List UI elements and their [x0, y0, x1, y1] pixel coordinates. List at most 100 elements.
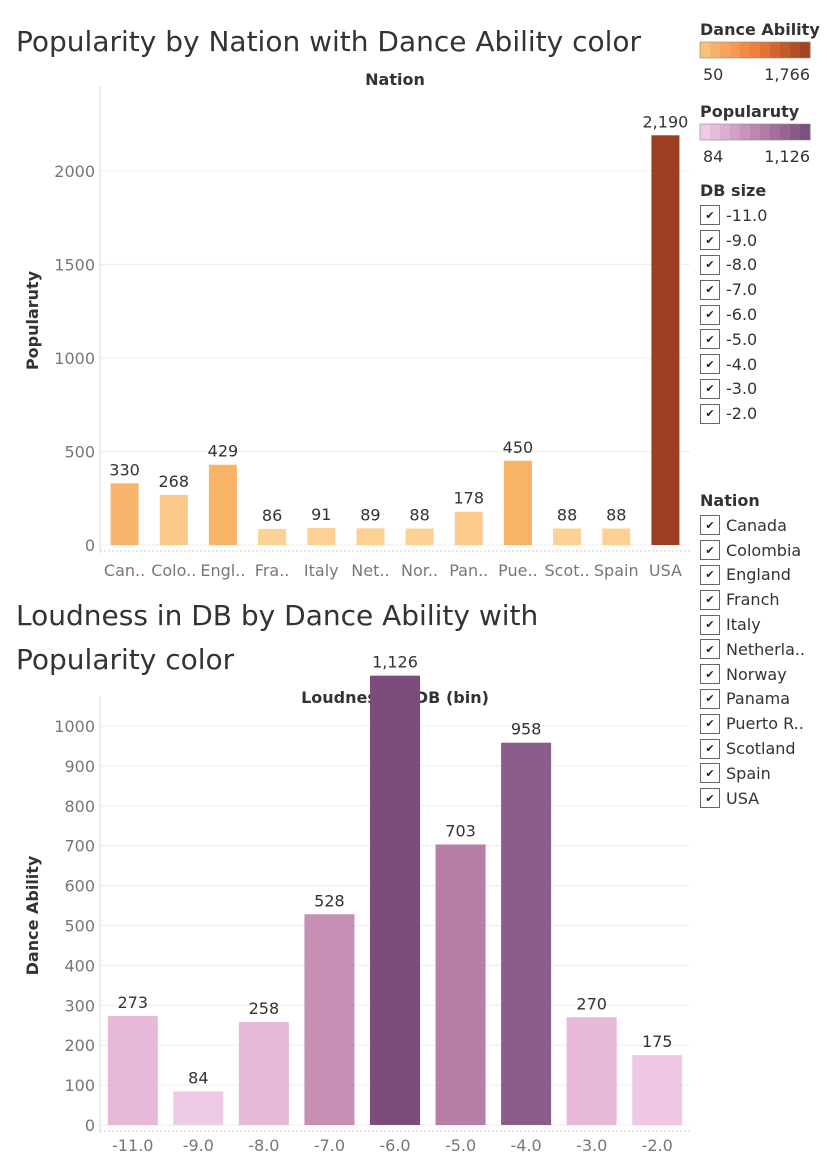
db-size-filter-list: ✔ -11.0 ✔ -9.0 ✔ -8.0 ✔ -7.0 ✔ -6.0 ✔ -5.0 ✔ -4.0 ✔ -3.… — [700, 203, 820, 426]
dance-ability-legend-swatch — [700, 42, 711, 58]
nation-filter-checkbox-icon[interactable]: ✔ — [700, 540, 720, 561]
nation-filter-checkbox-icon[interactable]: ✔ — [700, 688, 720, 709]
chart1-header: Nation — [365, 70, 425, 89]
chart2-bar — [238, 1022, 289, 1125]
chart1-category-label: Engl.. — [200, 561, 245, 580]
db-size-filter-label: -2.0 — [726, 404, 758, 424]
chart1-category-label: USA — [649, 561, 682, 580]
popularity-legend-swatch — [780, 124, 791, 140]
nation-filter-item[interactable]: ✔ Italy — [700, 612, 820, 637]
chart1-bar — [553, 528, 582, 545]
chart2-y-tick-label: 1000 — [54, 717, 95, 736]
chart1-bar — [258, 528, 287, 545]
chart1-data-label: 330 — [109, 460, 140, 479]
nation-filter-item[interactable]: ✔ Panama — [700, 687, 820, 712]
db-size-filter-checkbox-icon[interactable]: ✔ — [700, 254, 720, 275]
chart1-data-label: 268 — [158, 472, 189, 491]
db-size-filter-item[interactable]: ✔ -5.0 — [700, 327, 820, 352]
chart1-bar — [356, 528, 385, 545]
nation-filter-checkbox-icon[interactable]: ✔ — [700, 738, 720, 759]
chart2-data-label: 703 — [445, 821, 476, 840]
chart1-data-label: 2,190 — [643, 112, 689, 131]
chart1-bar — [454, 511, 483, 545]
dance-ability-legend-title: Dance Ability — [700, 20, 820, 39]
db-size-filter-checkbox-icon[interactable]: ✔ — [700, 378, 720, 399]
nation-filter-item[interactable]: ✔ Colombia — [700, 538, 820, 563]
chart1-data-label: 450 — [503, 438, 534, 457]
db-size-filter-item[interactable]: ✔ -9.0 — [700, 228, 820, 253]
db-size-filter-checkbox-icon[interactable]: ✔ — [700, 304, 720, 325]
chart2-title: Loudness in DB by Dance Ability with Pop… — [16, 599, 539, 676]
db-size-filter-checkbox-icon[interactable]: ✔ — [700, 279, 720, 300]
dance-ability-legend-ramp-frame — [699, 41, 811, 59]
nation-filter-checkbox-icon[interactable]: ✔ — [700, 763, 720, 784]
chart1-data-label: 91 — [311, 505, 331, 524]
dance-ability-legend: Dance Ability 50 1,766 — [699, 20, 820, 84]
db-size-filter-item[interactable]: ✔ -11.0 — [700, 203, 820, 228]
popularity-legend-title: Popularuty — [700, 102, 800, 121]
dance-ability-legend-swatch — [760, 42, 771, 58]
chart2-category-label: -4.0 — [511, 1136, 542, 1155]
db-size-filter-checkbox-icon[interactable]: ✔ — [700, 403, 720, 424]
nation-filter-label: Panama — [726, 689, 791, 709]
chart1-data-label: 86 — [262, 506, 282, 525]
chart1-y-tick-label: 500 — [64, 442, 95, 461]
chart1-data-label: 88 — [557, 506, 577, 525]
dance-ability-legend-swatch — [750, 42, 761, 58]
chart2-data-label: 84 — [188, 1068, 208, 1087]
db-size-filter-item[interactable]: ✔ -2.0 — [700, 401, 820, 426]
chart1-bar — [307, 527, 336, 545]
nation-filter-item[interactable]: ✔ Norway — [700, 662, 820, 687]
chart2-category-label: -7.0 — [314, 1136, 345, 1155]
nation-filter-checkbox-icon[interactable]: ✔ — [700, 713, 720, 734]
db-size-filter-item[interactable]: ✔ -4.0 — [700, 352, 820, 377]
nation-filter-item[interactable]: ✔ Netherla.. — [700, 637, 820, 662]
nation-filter-checkbox-icon[interactable]: ✔ — [700, 664, 720, 685]
db-size-filter-checkbox-icon[interactable]: ✔ — [700, 329, 720, 350]
db-size-filter-label: -8.0 — [726, 255, 758, 275]
nation-filter-checkbox-icon[interactable]: ✔ — [700, 515, 720, 536]
db-size-filter-checkbox-icon[interactable]: ✔ — [700, 230, 720, 251]
chart1-bar — [208, 464, 237, 545]
dance-ability-legend-swatch — [740, 42, 751, 58]
nation-filter-checkbox-icon[interactable]: ✔ — [700, 639, 720, 660]
nation-filter-item[interactable]: ✔ Franch — [700, 587, 820, 612]
chart2-bar — [435, 844, 486, 1125]
nation-filter-item[interactable]: ✔ Puerto R.. — [700, 711, 820, 736]
nation-filter-item[interactable]: ✔ Spain — [700, 761, 820, 786]
nation-filter-checkbox-icon[interactable]: ✔ — [700, 589, 720, 610]
nation-filter-item[interactable]: ✔ Scotland — [700, 736, 820, 761]
chart2-bar — [370, 675, 420, 1125]
chart1-category-label: Can.. — [104, 561, 145, 580]
popularity-legend-swatch — [760, 124, 771, 140]
nation-filter-label: Colombia — [726, 540, 802, 560]
nation-filter-checkbox-icon[interactable]: ✔ — [700, 564, 720, 585]
db-size-filter-item[interactable]: ✔ -3.0 — [700, 377, 820, 402]
chart2-y-tick-label: 300 — [64, 996, 95, 1015]
db-size-filter-checkbox-icon[interactable]: ✔ — [700, 354, 720, 375]
nation-filter-item[interactable]: ✔ England — [700, 563, 820, 588]
chart1-category-label: Spain — [594, 561, 639, 580]
chart2-category-label: -5.0 — [445, 1136, 476, 1155]
nation-filter-item[interactable]: ✔ USA — [700, 786, 820, 811]
db-size-filter-checkbox-icon[interactable]: ✔ — [700, 205, 720, 226]
chart1-bar — [405, 528, 434, 545]
db-size-filter-item[interactable]: ✔ -8.0 — [700, 253, 820, 278]
nation-filter-item[interactable]: ✔ Canada — [700, 513, 820, 538]
db-size-filter-item[interactable]: ✔ -6.0 — [700, 302, 820, 327]
chart2-y-tick-label: 100 — [64, 1076, 95, 1095]
popularity-legend-swatch — [710, 124, 721, 140]
db-size-filter-item[interactable]: ✔ -7.0 — [700, 277, 820, 302]
nation-filter-checkbox-icon[interactable]: ✔ — [700, 614, 720, 635]
chart2-data-label: 270 — [576, 994, 607, 1013]
dance-ability-legend-swatch — [800, 42, 811, 58]
nation-filter-checkbox-icon[interactable]: ✔ — [700, 788, 720, 809]
nation-filter-label: England — [726, 565, 791, 585]
chart2-y-tick-label: 900 — [64, 757, 95, 776]
chart1-category-label: Pan.. — [449, 561, 488, 580]
nation-filter-label: Norway — [726, 664, 787, 684]
chart1-category-label: Pue.. — [498, 561, 538, 580]
chart2-y-tick-label: 700 — [64, 837, 95, 856]
chart2-bar — [304, 914, 355, 1125]
chart2-data-label: 258 — [249, 999, 280, 1018]
